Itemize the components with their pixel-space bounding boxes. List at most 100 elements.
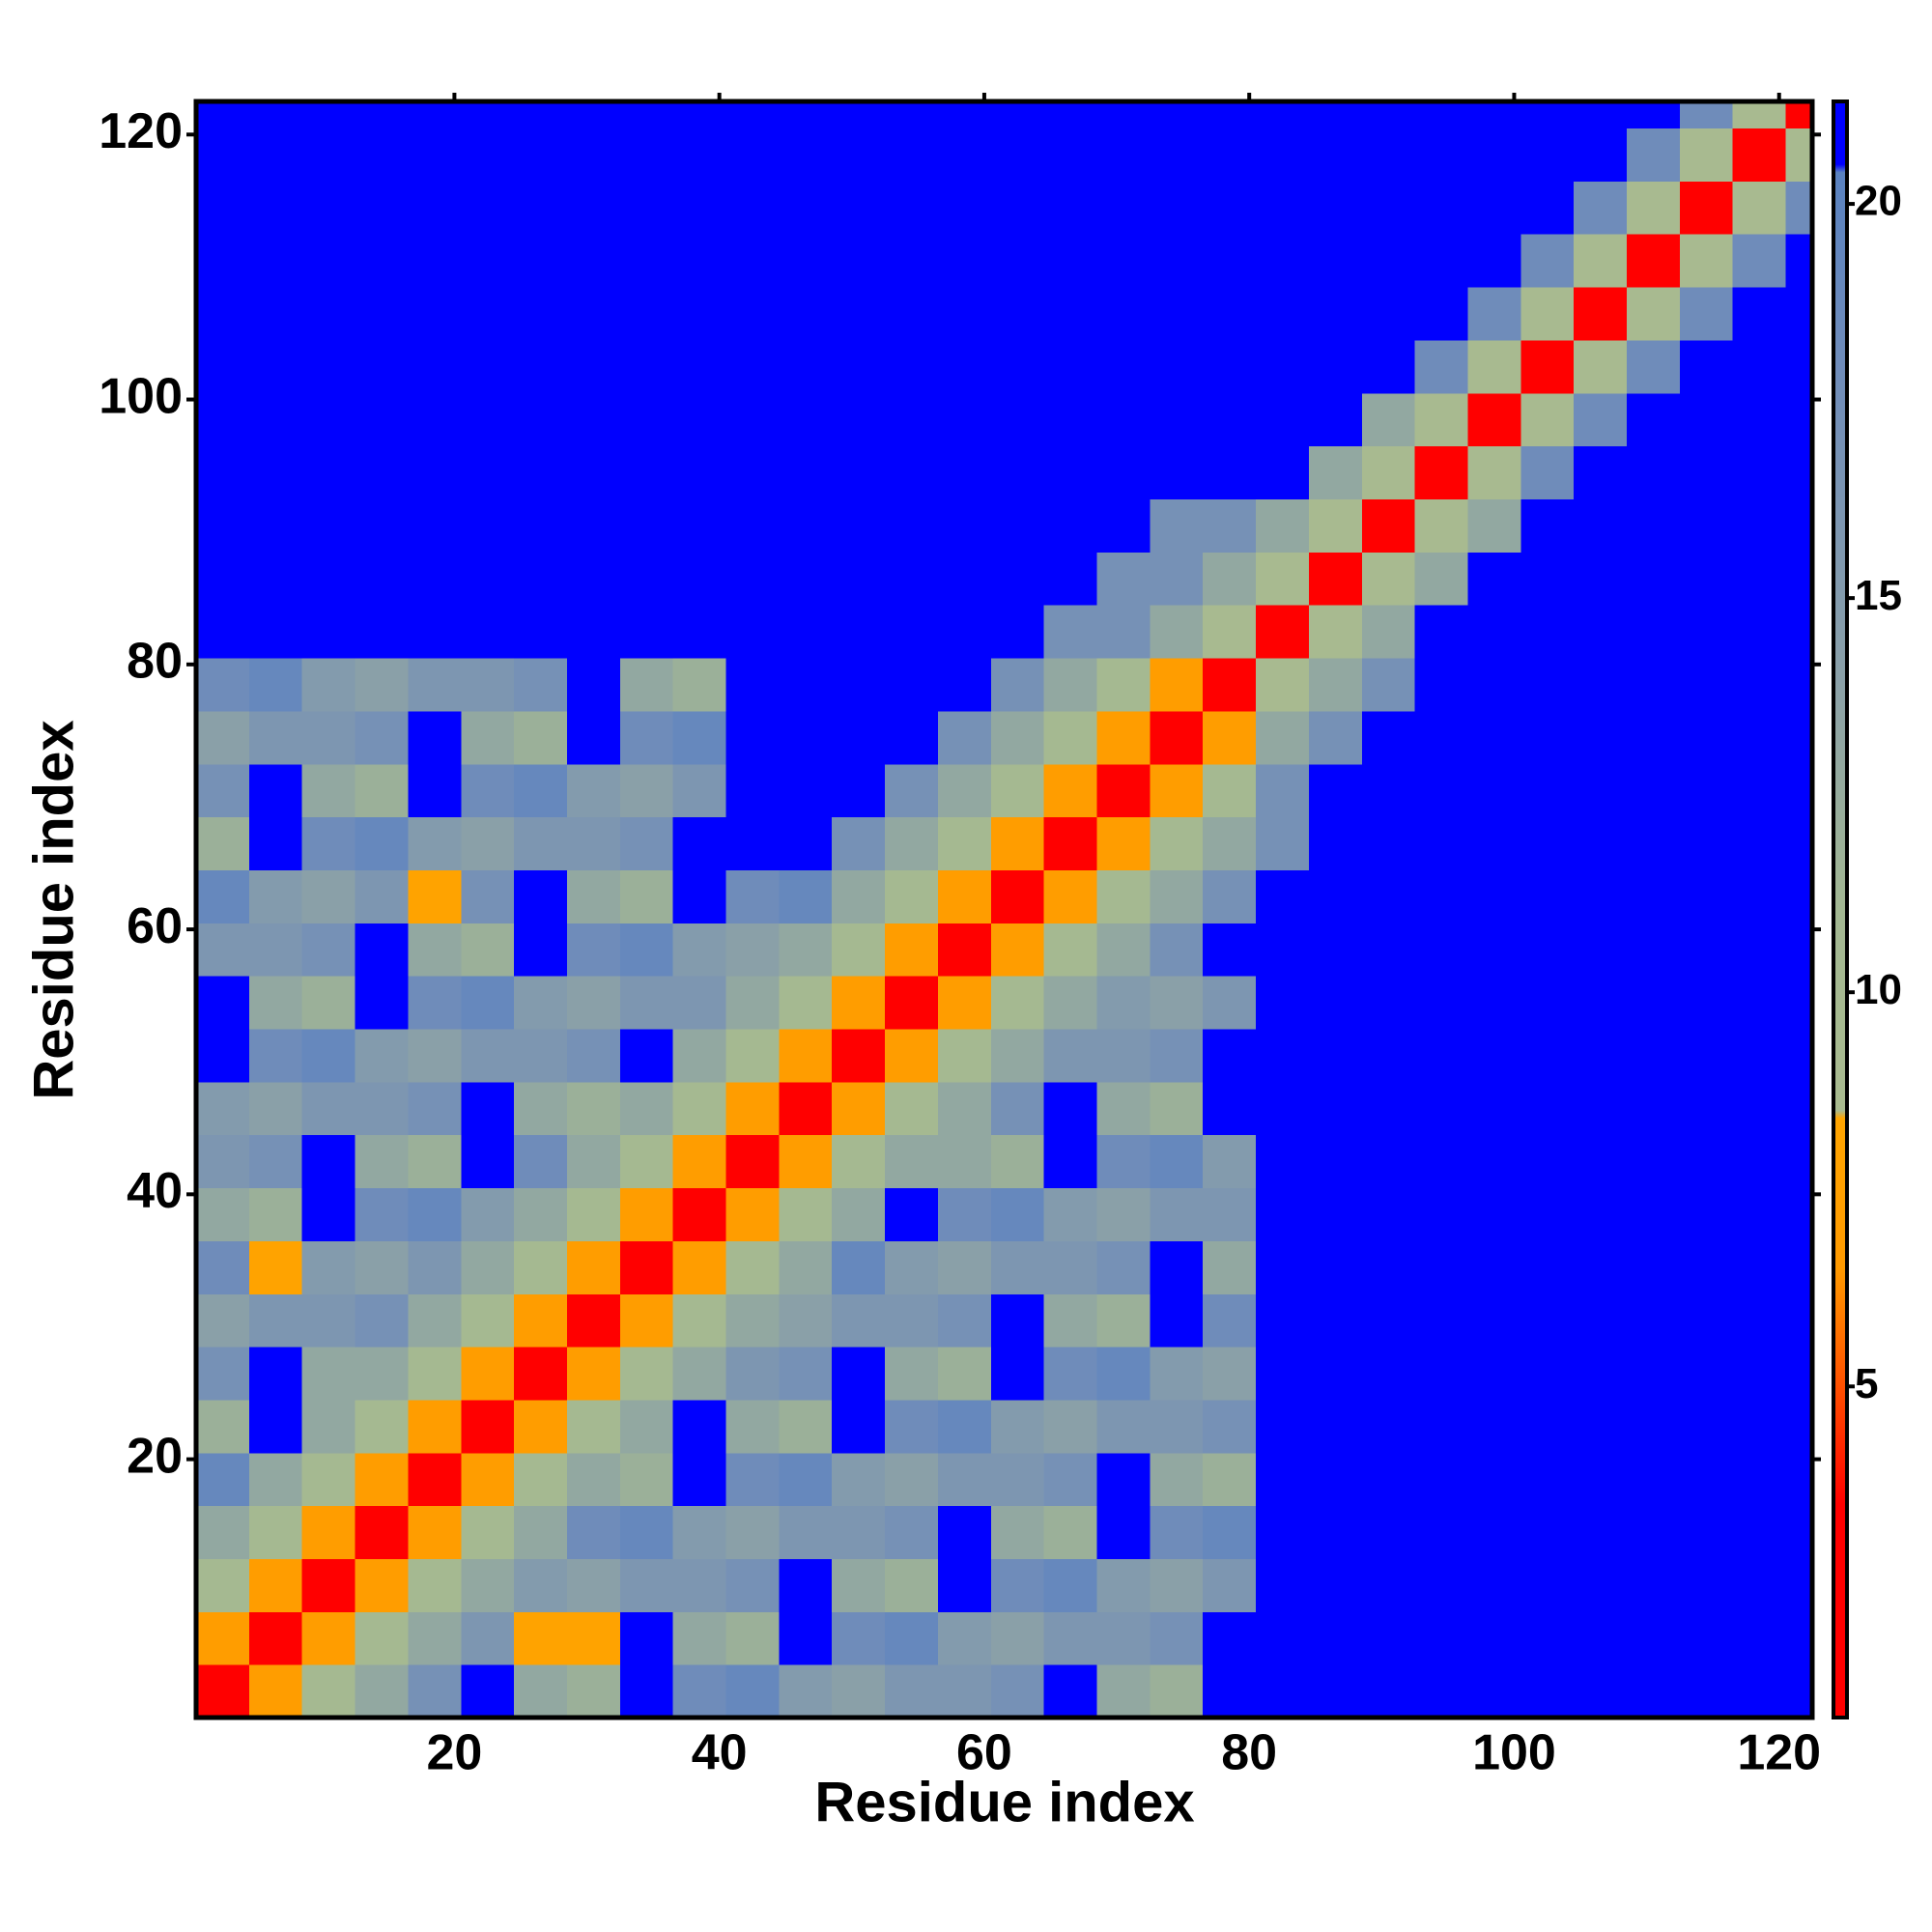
heatmap-cell [1732, 1187, 1787, 1241]
heatmap-cell [566, 1081, 621, 1136]
heatmap-cell [1043, 1081, 1098, 1136]
heatmap-cell [566, 392, 621, 447]
heatmap-cell [461, 498, 515, 553]
heatmap-cell [1043, 1399, 1098, 1454]
heatmap-cell [725, 976, 780, 1030]
heatmap-cell [990, 657, 1045, 712]
heatmap-cell [1361, 498, 1416, 553]
heatmap-cell [514, 101, 568, 129]
heatmap-cell [672, 128, 727, 182]
heatmap-cell [1467, 1558, 1521, 1612]
heatmap-cell [885, 763, 939, 818]
heatmap-cell [301, 128, 356, 182]
heatmap-cell [1150, 1452, 1204, 1507]
heatmap-cell [1467, 552, 1521, 606]
heatmap-cell [1150, 1134, 1204, 1189]
heatmap-cell [1414, 710, 1469, 765]
heatmap-cell [1785, 1452, 1813, 1507]
heatmap-cell [990, 498, 1045, 553]
heatmap-cell [461, 286, 515, 341]
heatmap-cell [672, 1187, 727, 1241]
heatmap-cell [1150, 552, 1204, 606]
heatmap-cell [1414, 339, 1469, 394]
heatmap-cell [1256, 923, 1310, 977]
heatmap-cell [1150, 1028, 1204, 1083]
heatmap-cell [1467, 1240, 1521, 1294]
heatmap-cell [832, 1558, 886, 1612]
heatmap-cell [1785, 286, 1813, 341]
heatmap-cell [1627, 1664, 1681, 1719]
heatmap-cell [1785, 657, 1813, 712]
heatmap-cell [619, 1293, 674, 1348]
heatmap-cell [1096, 657, 1151, 712]
heatmap-cell [937, 445, 992, 499]
heatmap-cell [408, 763, 462, 818]
heatmap-cell [937, 710, 992, 765]
heatmap-cell [514, 1240, 568, 1294]
heatmap-cell [832, 657, 886, 712]
heatmap-cell [1732, 392, 1787, 447]
heatmap-cell [672, 869, 727, 923]
heatmap-cell [1679, 552, 1734, 606]
heatmap-cell [461, 710, 515, 765]
heatmap-cell [832, 763, 886, 818]
heatmap-cell [619, 339, 674, 394]
heatmap-cell [408, 128, 462, 182]
heatmap-cell [1467, 498, 1521, 553]
heatmap-cell [1627, 392, 1681, 447]
heatmap-cell [619, 1505, 674, 1560]
heatmap-cell [1043, 1293, 1098, 1348]
heatmap-cell [1203, 976, 1257, 1030]
heatmap-cell [1043, 1134, 1098, 1189]
heatmap-cell [1732, 976, 1787, 1030]
heatmap-cell [566, 816, 621, 870]
heatmap-cell [1574, 1347, 1628, 1401]
heatmap-cell [566, 976, 621, 1030]
heatmap-cell [1732, 101, 1787, 129]
heatmap-cell [248, 1558, 303, 1612]
heatmap-cell [1520, 181, 1575, 235]
heatmap-cell [1679, 286, 1734, 341]
heatmap-cell [514, 1134, 568, 1189]
heatmap-cell [1627, 710, 1681, 765]
heatmap-cell [1627, 923, 1681, 977]
heatmap-cell [1414, 1134, 1469, 1189]
heatmap-cell [725, 869, 780, 923]
heatmap-cell [725, 763, 780, 818]
heatmap-cell [725, 605, 780, 659]
y-tick-label: 80 [127, 634, 183, 690]
heatmap-cell [885, 498, 939, 553]
heatmap-cell [1732, 1134, 1787, 1189]
heatmap-cell [1096, 1240, 1151, 1294]
heatmap-cell [1627, 498, 1681, 553]
heatmap-cell [1679, 1399, 1734, 1454]
heatmap-cell [1203, 234, 1257, 288]
heatmap-cell [779, 1505, 833, 1560]
heatmap-cell [1043, 657, 1098, 712]
heatmap-cell [461, 1664, 515, 1719]
heatmap-cell [1574, 101, 1628, 129]
heatmap-cell [408, 1081, 462, 1136]
heatmap-cell [1043, 498, 1098, 553]
heatmap-cell [1785, 128, 1813, 182]
heatmap-cell [779, 976, 833, 1030]
heatmap-cell [990, 392, 1045, 447]
heatmap-cell [1520, 1347, 1575, 1401]
heatmap-cell [1785, 605, 1813, 659]
heatmap-cell [1785, 1611, 1813, 1665]
heatmap-cell [1096, 1664, 1151, 1719]
heatmap-cell [1308, 181, 1363, 235]
heatmap-cell [779, 1293, 833, 1348]
heatmap-cell [1732, 1452, 1787, 1507]
heatmap-cell [672, 1505, 727, 1560]
heatmap-cell [355, 181, 410, 235]
heatmap-cell [885, 1240, 939, 1294]
heatmap-cell [990, 1293, 1045, 1348]
heatmap-cell [1361, 1187, 1416, 1241]
heatmap-cell [1150, 1611, 1204, 1665]
heatmap-cell [248, 657, 303, 712]
heatmap-cell [1043, 1558, 1098, 1612]
heatmap-cell [937, 498, 992, 553]
heatmap-cell [1043, 339, 1098, 394]
heatmap-cell [514, 1611, 568, 1665]
